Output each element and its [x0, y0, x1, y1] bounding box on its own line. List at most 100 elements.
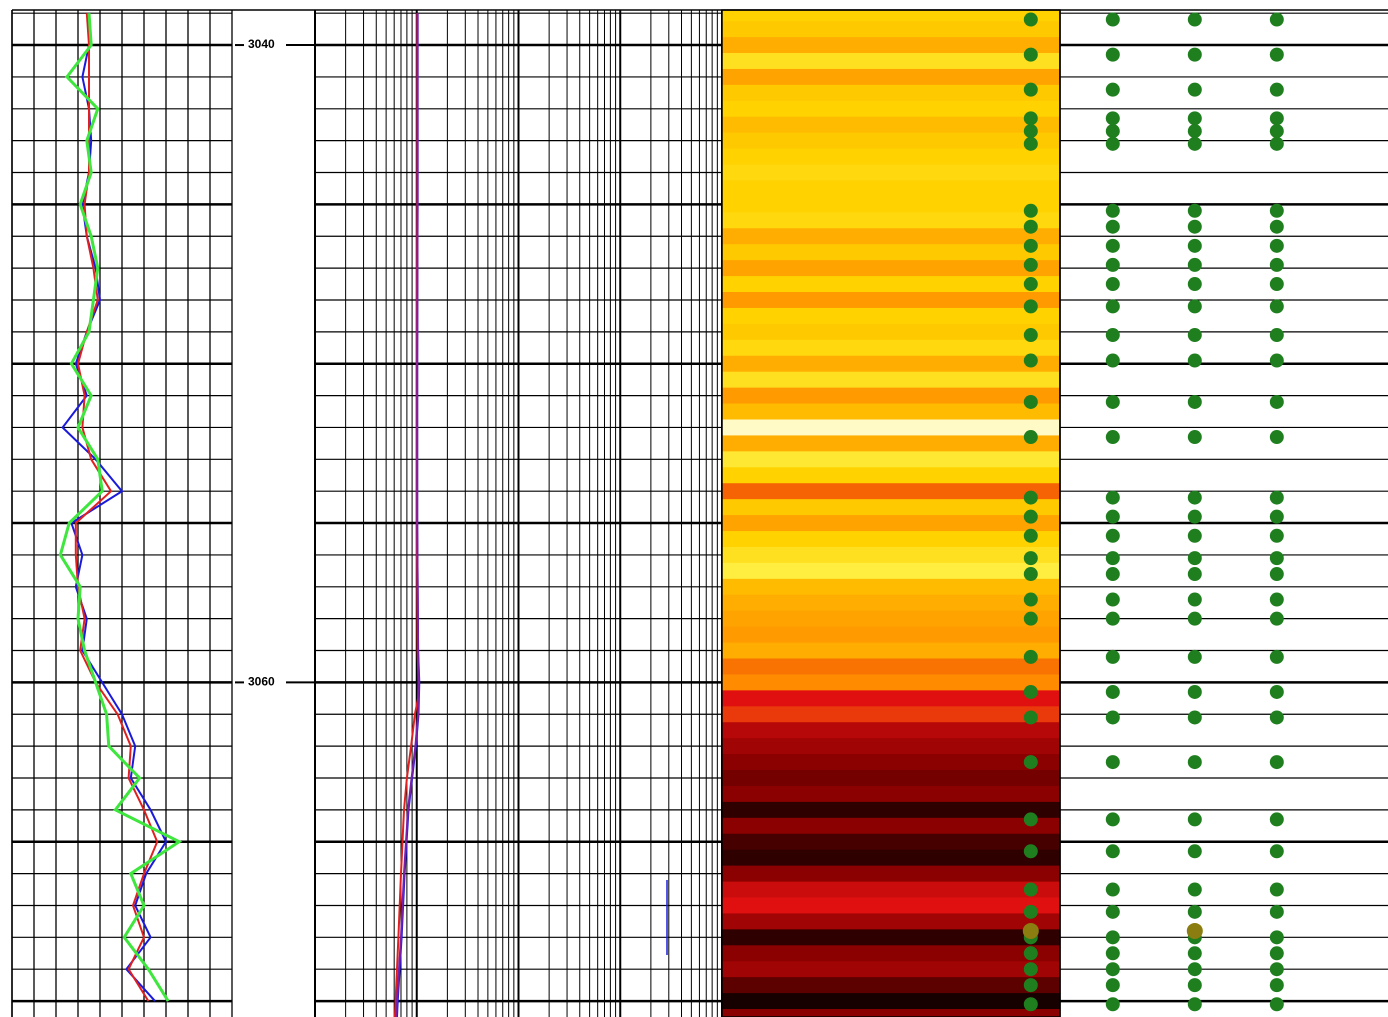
- dip-marker: [1187, 490, 1202, 505]
- image-band: [722, 84, 1060, 102]
- dip-marker: [1187, 12, 1202, 27]
- dip-marker: [1023, 882, 1038, 897]
- image-band: [722, 929, 1060, 946]
- dip-marker: [1023, 611, 1038, 626]
- dip-marker: [1023, 47, 1038, 62]
- dip-marker: [1023, 978, 1038, 993]
- image-band: [722, 10, 1060, 22]
- dip-marker: [1023, 997, 1038, 1012]
- dip-marker: [1105, 904, 1120, 919]
- image-band: [722, 387, 1060, 405]
- dip-marker: [1269, 430, 1284, 445]
- dip-marker: [1187, 882, 1202, 897]
- dip-marker: [1187, 219, 1202, 234]
- dip-marker: [1105, 710, 1120, 725]
- dip-marker: [1187, 203, 1202, 218]
- dip-marker: [1105, 238, 1120, 253]
- dip-marker: [1023, 394, 1038, 409]
- image-band: [722, 785, 1060, 803]
- image-band: [722, 323, 1060, 341]
- dip-marker: [1187, 257, 1202, 272]
- image-band: [722, 355, 1060, 373]
- image-band: [722, 37, 1060, 54]
- dip-marker: [1269, 257, 1284, 272]
- image-band: [722, 993, 1060, 1010]
- dip-marker: [1269, 882, 1284, 897]
- image-band: [722, 419, 1060, 436]
- dip-marker: [1105, 12, 1120, 27]
- image-band: [722, 690, 1060, 707]
- dip-marker: [1187, 47, 1202, 62]
- dip-marker: [1105, 978, 1120, 993]
- dip-marker: [1269, 528, 1284, 543]
- image-band: [722, 865, 1060, 883]
- dip-marker: [1105, 219, 1120, 234]
- dip-marker: [1105, 946, 1120, 961]
- dip-marker: [1269, 710, 1284, 725]
- image-band: [722, 499, 1060, 516]
- dip-marker: [1187, 755, 1202, 770]
- dip-marker: [1269, 219, 1284, 234]
- dip-marker: [1269, 684, 1284, 699]
- dip-marker: [1023, 353, 1038, 368]
- image-band: [722, 770, 1060, 787]
- dip-marker: [1269, 203, 1284, 218]
- dip-marker: [1023, 82, 1038, 97]
- dip-marker: [1187, 509, 1202, 524]
- image-band: [722, 244, 1060, 261]
- image-band: [722, 706, 1060, 723]
- image-band: [722, 961, 1060, 978]
- dip-marker: [1105, 328, 1120, 343]
- dip-marker: [1105, 930, 1120, 945]
- image-band: [722, 945, 1060, 962]
- dip-marker: [1269, 328, 1284, 343]
- dip-marker: [1023, 509, 1038, 524]
- dip-marker: [1105, 551, 1120, 566]
- dip-marker: [1269, 551, 1284, 566]
- image-band: [722, 467, 1060, 484]
- dip-marker: [1105, 755, 1120, 770]
- dip-marker: [1269, 930, 1284, 945]
- dip-marker: [1023, 592, 1038, 607]
- dip-marker: [1187, 124, 1202, 139]
- image-band: [722, 849, 1060, 867]
- dip-marker: [1023, 124, 1038, 139]
- dip-marker: [1269, 904, 1284, 919]
- image-band: [722, 833, 1060, 851]
- image-band: [722, 68, 1060, 86]
- image-band: [722, 546, 1060, 564]
- image-band: [722, 738, 1060, 755]
- dip-marker: [1187, 812, 1202, 827]
- dip-marker: [1023, 844, 1038, 859]
- dip-marker: [1105, 490, 1120, 505]
- image-band: [722, 228, 1060, 245]
- dip-marker: [1105, 592, 1120, 607]
- dip-marker: [1187, 238, 1202, 253]
- dip-marker: [1105, 299, 1120, 314]
- image-band: [722, 801, 1060, 819]
- dip-marker: [1023, 684, 1038, 699]
- dip-marker: [1023, 257, 1038, 272]
- dip-marker: [1269, 946, 1284, 961]
- dip-marker: [1187, 962, 1202, 977]
- dip-marker: [1269, 47, 1284, 62]
- log-curve: [395, 13, 420, 1017]
- dip-marker: [1187, 277, 1202, 292]
- dip-marker: [1269, 567, 1284, 582]
- dip-marker: [1269, 353, 1284, 368]
- dip-marker: [1105, 684, 1120, 699]
- log-curve: [74, 13, 159, 1002]
- image-band: [722, 100, 1060, 118]
- dip-marker: [1023, 12, 1038, 27]
- image-band: [722, 722, 1060, 739]
- dip-marker: [1105, 257, 1120, 272]
- depth-label: 3040: [248, 37, 275, 51]
- image-band: [722, 435, 1060, 452]
- dip-marker: [1269, 978, 1284, 993]
- image-band: [722, 515, 1060, 532]
- dip-marker: [1269, 592, 1284, 607]
- dip-marker: [1269, 812, 1284, 827]
- dip-marker: [1187, 592, 1202, 607]
- dip-marker: [1105, 649, 1120, 664]
